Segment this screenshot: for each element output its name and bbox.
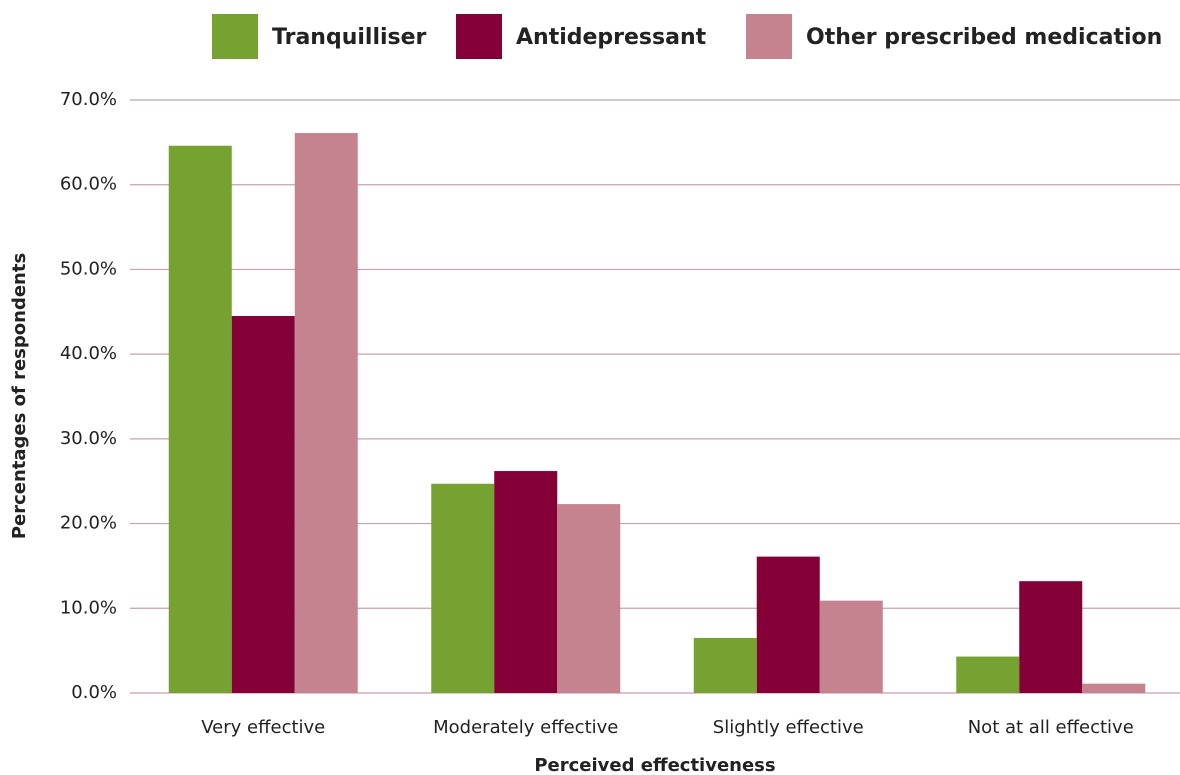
y-tick-label: 10.0% bbox=[60, 597, 117, 618]
y-tick-label: 20.0% bbox=[60, 513, 117, 534]
bar bbox=[819, 600, 883, 693]
y-tick-label: 60.0% bbox=[60, 174, 117, 195]
y-tick-label: 0.0% bbox=[71, 682, 117, 703]
x-axis-title: Perceived effectiveness bbox=[534, 755, 775, 775]
x-tick-label: Not at all effective bbox=[968, 717, 1134, 738]
y-tick-label: 40.0% bbox=[60, 343, 117, 364]
bar bbox=[168, 145, 232, 693]
bar bbox=[431, 483, 495, 693]
x-tick-label: Moderately effective bbox=[433, 717, 618, 738]
bar bbox=[231, 316, 295, 693]
legend-swatch bbox=[212, 14, 258, 59]
y-tick-label: 50.0% bbox=[60, 258, 117, 279]
legend-label: Other prescribed medication bbox=[806, 25, 1162, 50]
bar bbox=[956, 656, 1020, 693]
bar bbox=[494, 471, 558, 693]
bar bbox=[557, 504, 621, 693]
bar bbox=[1082, 683, 1146, 693]
y-axis-title: Percentages of respondents bbox=[9, 253, 30, 539]
bar bbox=[1019, 581, 1083, 693]
legend-swatch bbox=[456, 14, 502, 59]
bar bbox=[756, 556, 820, 693]
legend-label: Antidepressant bbox=[516, 25, 707, 50]
x-tick-label: Very effective bbox=[201, 717, 325, 738]
legend-label: Tranquilliser bbox=[272, 25, 427, 50]
bar bbox=[294, 133, 358, 693]
legend-swatch bbox=[746, 14, 792, 59]
x-tick-label: Slightly effective bbox=[713, 717, 864, 738]
bar bbox=[693, 637, 757, 693]
y-tick-label: 70.0% bbox=[60, 89, 117, 110]
y-tick-label: 30.0% bbox=[60, 428, 117, 449]
